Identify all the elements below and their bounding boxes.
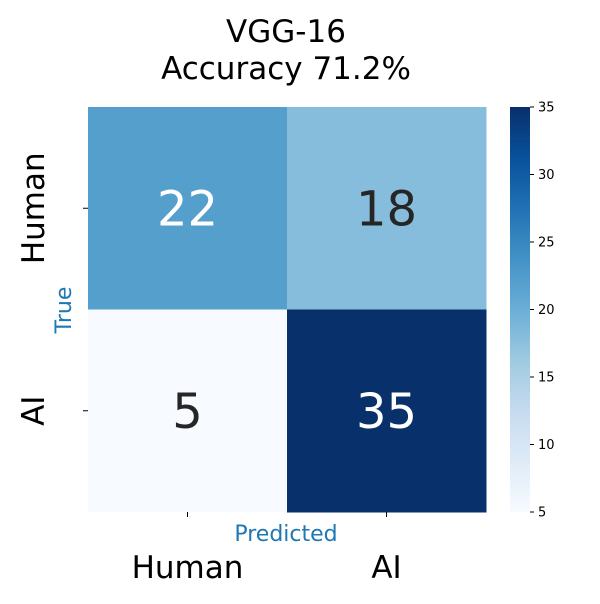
colorbar: [510, 107, 530, 512]
colorbar-tick-label: 35: [538, 101, 555, 116]
x-axis-label: Predicted: [234, 522, 337, 547]
colorbar-tick-label: 5: [538, 506, 546, 521]
heatmap-annotations: 22 18 5 35: [157, 181, 417, 440]
heatmap-cell: [88, 309, 288, 513]
y-axis-label: True: [52, 287, 77, 335]
cell-value-label: 22: [157, 181, 218, 237]
y-tick-label: AI: [16, 396, 52, 426]
x-tick-label: AI: [371, 550, 401, 586]
x-axis-ticks: Human AI: [132, 512, 402, 586]
x-tick-label: Human: [132, 550, 244, 586]
chart-title-line-1: VGG-16: [226, 14, 346, 50]
cell-value-label: 18: [356, 181, 417, 237]
cell-value-label: 5: [172, 384, 203, 440]
colorbar-ticks: 5 10 15 20 25 30 35: [530, 101, 555, 521]
heatmap-cells: [88, 107, 487, 513]
heatmap-cell: [88, 107, 288, 310]
colorbar-tick-label: 25: [538, 236, 555, 251]
heatmap-cell: [287, 309, 487, 513]
heatmap-cell: [287, 107, 487, 310]
chart-title-line-2: Accuracy 71.2%: [161, 51, 411, 87]
colorbar-tick-label: 10: [538, 438, 555, 453]
cell-value-label: 35: [356, 384, 417, 440]
colorbar-tick-label: 20: [538, 303, 555, 318]
y-tick-label: Human: [16, 152, 52, 264]
colorbar-tick-label: 15: [538, 371, 555, 386]
colorbar-tick-label: 30: [538, 168, 555, 183]
y-axis-ticks: Human AI: [16, 152, 88, 426]
